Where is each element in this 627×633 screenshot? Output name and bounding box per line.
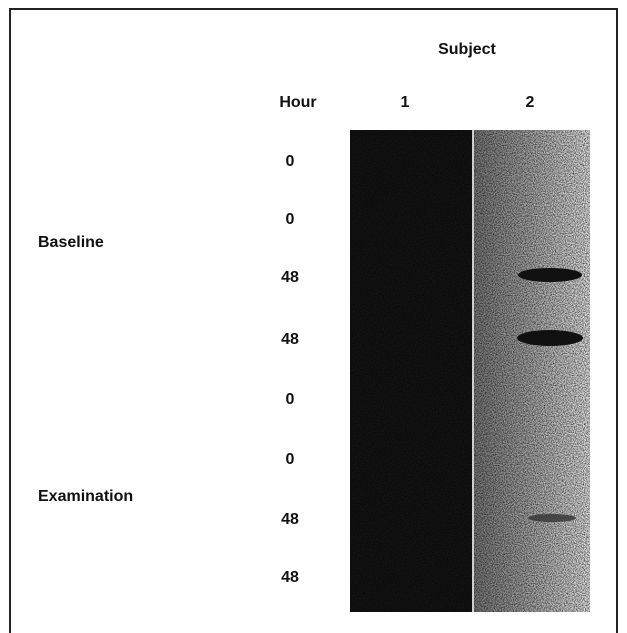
lane-gap — [472, 130, 474, 612]
frame — [9, 8, 618, 633]
band — [528, 514, 576, 522]
hour-header: Hour — [279, 94, 316, 111]
hour-label: 48 — [281, 569, 299, 586]
hour-label: 48 — [281, 269, 299, 286]
hour-label: 0 — [286, 211, 295, 228]
group-label: Examination — [38, 488, 133, 505]
gel — [350, 130, 590, 612]
hour-label: 48 — [281, 331, 299, 348]
band — [518, 268, 582, 282]
gel-noise — [350, 130, 590, 612]
subject-label: 2 — [526, 94, 535, 111]
hour-label: 48 — [281, 511, 299, 528]
subject-label: 1 — [401, 94, 410, 111]
hour-label: 0 — [286, 153, 295, 170]
hour-label: 0 — [286, 391, 295, 408]
band — [517, 330, 583, 346]
group-label: Baseline — [38, 234, 104, 251]
subject-header: Subject — [438, 41, 496, 58]
hour-label: 0 — [286, 451, 295, 468]
